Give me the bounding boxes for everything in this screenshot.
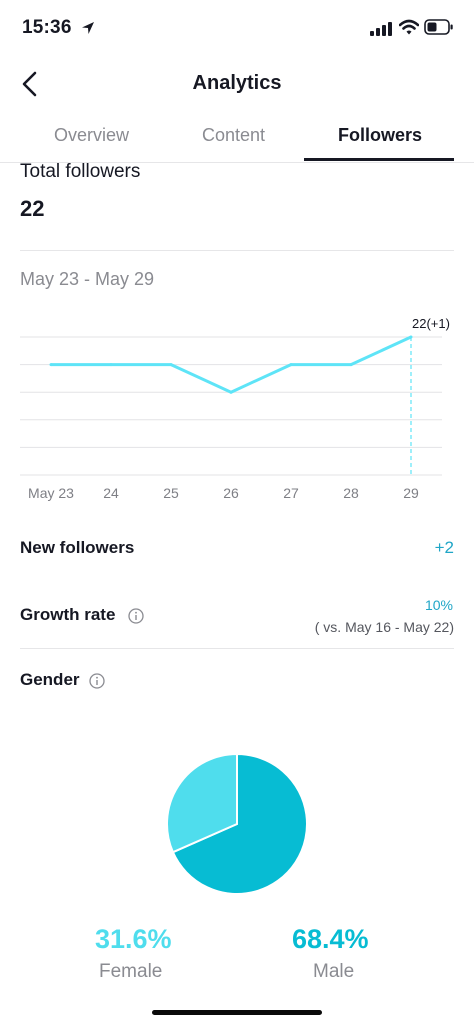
growth-rate-label: Growth rate <box>20 605 116 624</box>
data-label: 22(+1) <box>412 316 450 331</box>
female-slice <box>166 752 238 854</box>
page-title: Analytics <box>192 72 282 94</box>
new-followers-value: +2 <box>434 538 454 557</box>
nav-bar: Analytics <box>0 56 474 114</box>
divider <box>20 648 454 649</box>
location-arrow-icon <box>82 22 94 34</box>
wifi-icon <box>399 19 419 35</box>
tab-overview[interactable]: Overview <box>54 125 130 145</box>
battery-icon <box>424 19 453 35</box>
female-percent: 31.6% <box>95 924 172 954</box>
data-point <box>169 363 173 367</box>
followers-line-chart: May 23 24 25 26 27 28 29 22(+1) <box>20 316 450 501</box>
date-range: May 23 - May 29 <box>20 269 155 289</box>
male-slice <box>171 752 308 895</box>
x-tick-label: 24 <box>103 485 119 501</box>
growth-rate-compare: ( vs. May 16 - May 22) <box>314 619 454 635</box>
status-bar: 15:36 <box>0 0 474 56</box>
x-tick-label: 28 <box>343 485 359 501</box>
divider <box>20 250 454 251</box>
data-point <box>109 363 113 367</box>
gender-pie-chart <box>166 752 308 895</box>
total-followers-label: Total followers <box>20 161 141 182</box>
gender-label: Gender <box>20 670 80 689</box>
chevron-left-icon[interactable] <box>18 70 42 98</box>
x-tick-label: 25 <box>163 485 179 501</box>
info-icon[interactable] <box>89 673 105 689</box>
tab-followers[interactable]: Followers <box>338 125 423 145</box>
male-label: Male <box>313 961 355 982</box>
total-followers-value: 22 <box>20 196 45 221</box>
x-tick-label: 26 <box>223 485 239 501</box>
info-icon[interactable] <box>128 608 144 624</box>
growth-rate-value: 10% <box>424 597 453 613</box>
x-tick-label: 27 <box>283 485 299 501</box>
data-point <box>289 363 293 367</box>
tab-content[interactable]: Content <box>202 125 266 145</box>
male-percent: 68.4% <box>292 924 369 954</box>
data-point <box>349 363 353 367</box>
home-indicator <box>152 1010 322 1015</box>
data-point <box>49 363 53 367</box>
status-time: 15:36 <box>22 17 72 38</box>
data-point <box>229 390 233 394</box>
x-tick-label: 29 <box>403 485 419 501</box>
tab-bar: Overview Content Followers <box>0 114 474 163</box>
x-tick-label: May 23 <box>28 485 74 501</box>
active-tab-indicator <box>304 158 454 161</box>
female-label: Female <box>99 961 163 982</box>
cellular-signal-icon <box>370 22 392 36</box>
new-followers-label: New followers <box>20 538 135 557</box>
